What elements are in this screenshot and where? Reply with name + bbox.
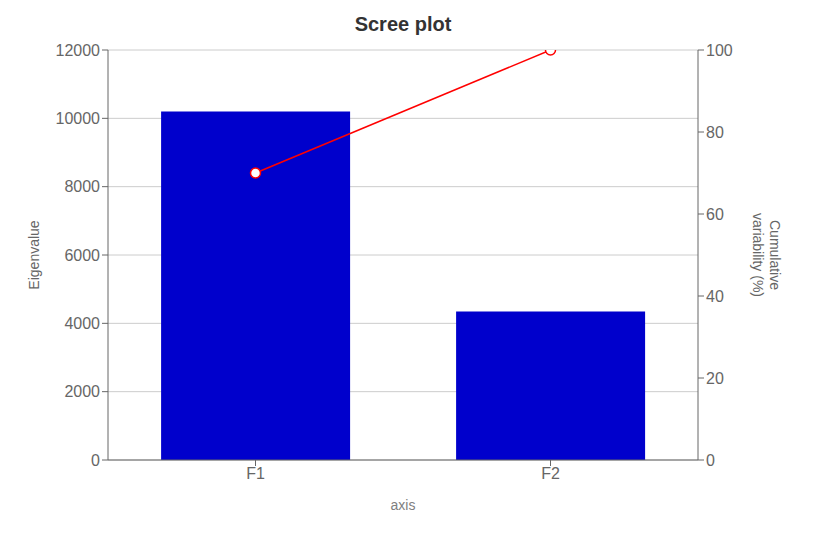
svg-text:0: 0 [706,452,715,469]
svg-text:12000: 12000 [56,42,101,59]
svg-text:F1: F1 [246,465,265,482]
svg-text:6000: 6000 [64,247,100,264]
svg-text:20: 20 [706,370,724,387]
svg-text:2000: 2000 [64,383,100,400]
svg-text:axis: axis [391,497,416,513]
svg-text:8000: 8000 [64,178,100,195]
svg-text:F2: F2 [541,465,560,482]
html-text:Scree plot: Scree plot [354,13,452,35]
svg-text:100: 100 [706,42,733,59]
svg-text:10000: 10000 [56,110,101,127]
svg-text:40: 40 [706,288,724,305]
svg-text:80: 80 [706,124,724,141]
svg-text:4000: 4000 [64,315,100,332]
svg-text:Cumulativevariability (%): Cumulativevariability (%) [750,213,783,297]
svg-text:0: 0 [91,452,100,469]
svg-text:60: 60 [706,206,724,223]
svg-text:Eigenvalue: Eigenvalue [26,220,42,289]
